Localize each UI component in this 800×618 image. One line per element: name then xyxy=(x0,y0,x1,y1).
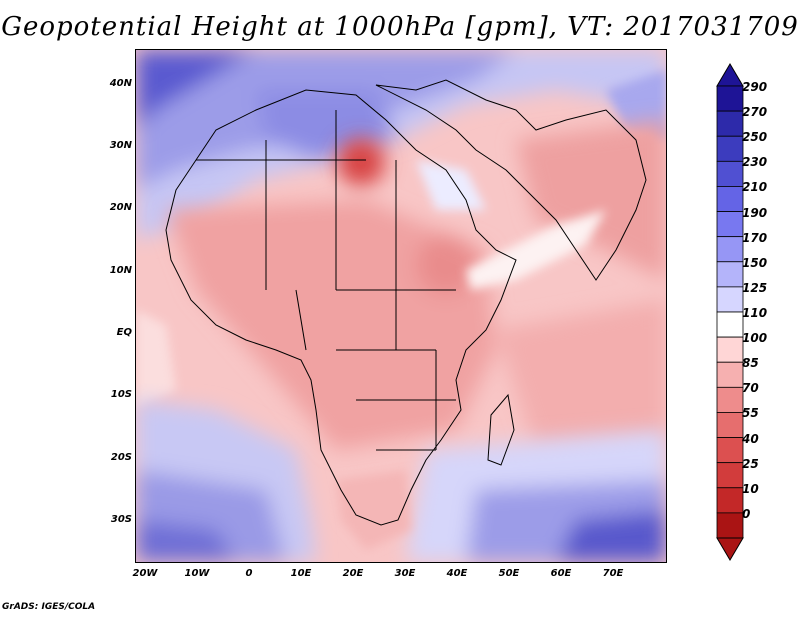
lon-label-10w: 10W xyxy=(184,568,210,579)
colorbar-label: 55 xyxy=(742,406,759,421)
lat-label-40n: 40N xyxy=(109,78,132,89)
colorbar-swatch xyxy=(716,160,744,187)
colorbar-label: 290 xyxy=(742,80,768,94)
colorbar-swatch xyxy=(716,487,744,514)
colorbar-top-arrow xyxy=(716,63,744,87)
colorbar-label: 210 xyxy=(742,180,768,195)
colorbar-swatch xyxy=(716,286,744,313)
colorbar-swatch xyxy=(716,110,744,137)
colorbar-label: 70 xyxy=(742,381,759,396)
colorbar-label: 25 xyxy=(742,456,759,471)
grads-credit: GrADS: IGES/COLA xyxy=(2,602,96,612)
colorbar-label: 0 xyxy=(742,506,751,521)
lon-label-40e: 40E xyxy=(446,568,468,579)
colorbar-swatch xyxy=(716,361,744,388)
colorbar-label: 270 xyxy=(742,105,768,120)
colorbar-swatch xyxy=(716,135,744,162)
colorbar-label: 250 xyxy=(742,130,768,145)
colorbar-swatch xyxy=(716,412,744,438)
colorbar-label: 150 xyxy=(742,255,768,270)
lon-label-60e: 60E xyxy=(550,568,572,579)
colorbar-swatch xyxy=(716,512,744,539)
lat-label-10s: 10S xyxy=(110,389,132,400)
colorbar-label: 190 xyxy=(742,205,768,220)
colorbar-swatch xyxy=(716,386,744,413)
lon-label-20w: 20W xyxy=(132,568,158,579)
colorbar-label: 125 xyxy=(742,280,768,295)
colorbar-swatch xyxy=(716,311,744,338)
coastlines xyxy=(165,79,647,526)
colorbar xyxy=(716,63,744,561)
colorbar-swatch xyxy=(716,462,744,489)
colorbar-bottom-arrow xyxy=(716,537,744,561)
map-field xyxy=(136,50,666,562)
colorbar-swatch xyxy=(716,85,744,112)
colorbar-label: 170 xyxy=(742,230,768,245)
colorbar-label: 110 xyxy=(742,306,768,320)
colorbar-swatch xyxy=(716,261,744,288)
colorbar-swatch xyxy=(716,211,744,238)
colorbar-label: 100 xyxy=(742,331,768,346)
map-title: Geopotential Height at 1000hPa [gpm], VT… xyxy=(1,12,799,42)
lon-label-10e: 10E xyxy=(290,568,312,579)
colorbar-swatch xyxy=(716,437,744,464)
geopotential-map xyxy=(135,49,667,563)
colorbar-label: 40 xyxy=(742,431,759,446)
colorbar-swatch xyxy=(716,236,744,263)
colorbar-swatch xyxy=(716,186,744,212)
lat-label-30n: 30N xyxy=(109,140,132,151)
lat-label-20s: 20S xyxy=(110,452,132,463)
lon-label-0: 0 xyxy=(245,568,253,579)
lat-label-eq: EQ xyxy=(116,327,132,338)
lat-label-30s: 30S xyxy=(110,514,132,525)
lon-label-20e: 20E xyxy=(342,568,364,579)
colorbar-label: 85 xyxy=(742,356,759,371)
colorbar-label: 230 xyxy=(742,155,768,170)
lon-label-30e: 30E xyxy=(394,568,416,579)
lon-label-70e: 70E xyxy=(602,568,624,579)
colorbar-swatch xyxy=(716,336,744,363)
lon-label-50e: 50E xyxy=(498,568,520,579)
lat-label-10n: 10N xyxy=(109,265,132,276)
colorbar-label: 10 xyxy=(742,481,759,496)
lat-label-20n: 20N xyxy=(109,202,132,213)
